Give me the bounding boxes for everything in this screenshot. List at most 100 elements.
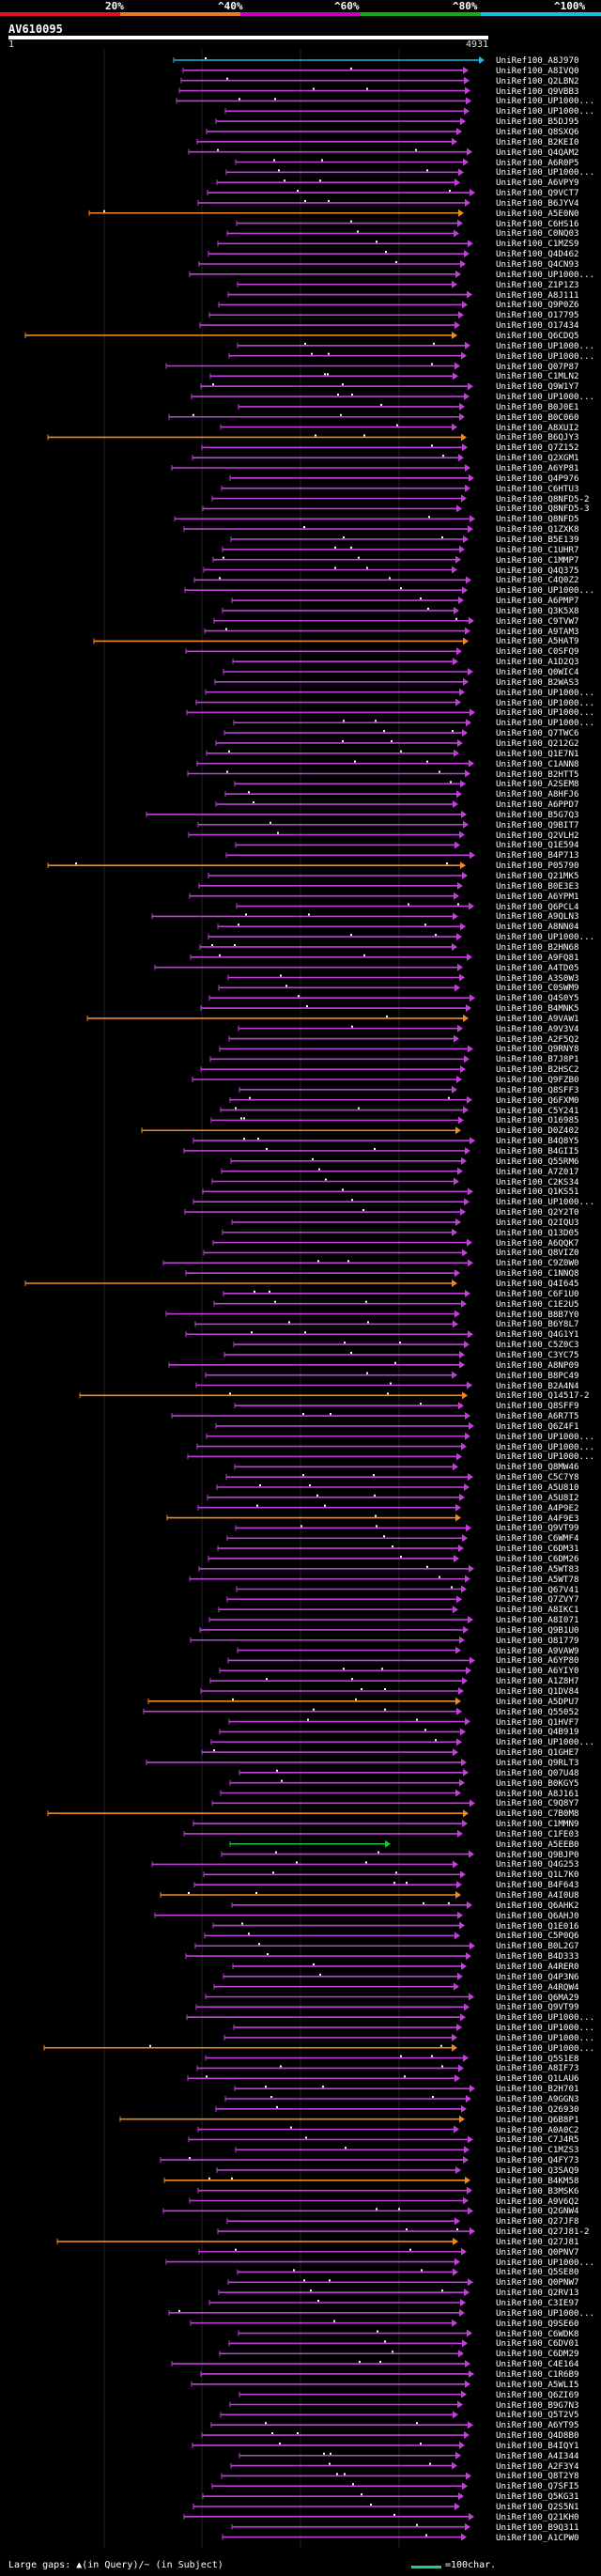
hit-label[interactable]: UniRef100_C0NQ03 — [496, 228, 579, 240]
hit-label[interactable]: UniRef100_C1NNQ8 — [496, 1268, 579, 1280]
hit-label[interactable]: UniRef100_A7Z017 — [496, 1166, 579, 1177]
hit-label[interactable]: UniRef100_A8J161 — [496, 1788, 579, 1799]
hit-label[interactable]: UniRef100_Q2LBN2 — [496, 75, 579, 86]
hit-label[interactable]: UniRef100_B8B7Y0 — [496, 1309, 579, 1320]
hit-label[interactable]: UniRef100_Q4FY73 — [496, 2155, 579, 2166]
hit-label[interactable]: UniRef100_B2A4N4 — [496, 1380, 579, 1391]
hit-label[interactable]: UniRef100_Q1E7N1 — [496, 748, 579, 759]
hit-label[interactable]: UniRef100_C3YC75 — [496, 1349, 579, 1360]
hit-label[interactable]: UniRef100_B4IQY1 — [496, 2440, 579, 2451]
hit-label[interactable]: UniRef100_Z1P1Z3 — [496, 279, 579, 290]
hit-label[interactable]: UniRef100_Q4Q375 — [496, 565, 579, 576]
hit-label[interactable]: UniRef100_Q9B1U0 — [496, 1624, 579, 1636]
hit-label[interactable]: UniRef100_UP1000... — [496, 585, 595, 597]
hit-label[interactable]: UniRef100_Q2IQU3 — [496, 1217, 579, 1228]
hit-label[interactable]: UniRef100_A8HFJ6 — [496, 789, 579, 800]
hit-label[interactable]: UniRef100_Q4D462 — [496, 249, 579, 260]
hit-label[interactable]: UniRef100_Q4D8B0 — [496, 2430, 579, 2442]
hit-label[interactable]: UniRef100_A6QQK7 — [496, 1237, 579, 1249]
hit-label[interactable]: UniRef100_UP1000... — [496, 1197, 595, 1208]
hit-label[interactable]: UniRef100_Q9VT99 — [496, 1523, 579, 1534]
hit-label[interactable]: UniRef100_B2HSC2 — [496, 1064, 579, 1076]
hit-label[interactable]: UniRef100_UP1000... — [496, 269, 595, 280]
hit-label[interactable]: UniRef100_Q9FZB0 — [496, 1075, 579, 1085]
hit-label[interactable]: UniRef100_A5EEB0 — [496, 1839, 579, 1850]
hit-label[interactable]: UniRef100_B6JYV4 — [496, 197, 579, 209]
hit-label[interactable]: UniRef100_B2H701 — [496, 2084, 579, 2095]
hit-label[interactable]: UniRef100_Q212G2 — [496, 737, 579, 749]
hit-label[interactable]: UniRef100_Q4P3N6 — [496, 1971, 579, 1982]
hit-label[interactable]: UniRef100_Q4G1Y1 — [496, 1329, 579, 1341]
hit-label[interactable]: UniRef100_Q9RNY8 — [496, 1044, 579, 1055]
hit-label[interactable]: UniRef100_Q7SFI5 — [496, 2481, 579, 2492]
hit-label[interactable]: UniRef100_Q8NFD5-2 — [496, 493, 590, 504]
hit-label[interactable]: UniRef100_A8J970 — [496, 55, 579, 66]
hit-label[interactable]: UniRef100_Q1HVF7 — [496, 1716, 579, 1728]
hit-label[interactable]: UniRef100_C5Y241 — [496, 1105, 579, 1116]
hit-label[interactable]: UniRef100_A5WT83 — [496, 1563, 579, 1575]
hit-label[interactable]: UniRef100_A2F5Q2 — [496, 1033, 579, 1045]
hit-label[interactable]: UniRef100_A5U8I2 — [496, 1492, 579, 1503]
hit-label[interactable]: UniRef100_Q8SFF9 — [496, 1401, 579, 1412]
hit-label[interactable]: UniRef100_Q0WIC4 — [496, 667, 579, 677]
hit-label[interactable]: UniRef100_Q3SAQ9 — [496, 2165, 579, 2176]
hit-label[interactable]: UniRef100_B7J8P1 — [496, 1054, 579, 1065]
hit-label[interactable]: UniRef100_A4P9E2 — [496, 1502, 579, 1513]
hit-label[interactable]: UniRef100_UP1000... — [496, 106, 595, 117]
hit-label[interactable]: UniRef100_C1MLN2 — [496, 371, 579, 382]
hit-label[interactable]: UniRef100_UP1000... — [496, 392, 595, 403]
hit-label[interactable]: UniRef100_UP1000... — [496, 1441, 595, 1452]
hit-label[interactable]: UniRef100_Q27J81 — [496, 2236, 579, 2247]
hit-label[interactable]: UniRef100_A9V3V4 — [496, 1023, 579, 1034]
hit-label[interactable]: UniRef100_Q14517-2 — [496, 1390, 590, 1402]
hit-label[interactable]: UniRef100_A8NN04 — [496, 922, 579, 933]
hit-label[interactable]: UniRef100_Q8MW46 — [496, 1462, 579, 1473]
hit-label[interactable]: UniRef100_C1ANN8 — [496, 758, 579, 769]
hit-label[interactable]: UniRef100_C1MZS3 — [496, 2145, 579, 2156]
hit-label[interactable]: UniRef100_A0A0C2 — [496, 2124, 579, 2135]
hit-label[interactable]: UniRef100_A4I344 — [496, 2450, 579, 2461]
hit-label[interactable]: UniRef100_A8IVQ0 — [496, 65, 579, 76]
hit-label[interactable]: UniRef100_B2WAS3 — [496, 676, 579, 688]
hit-label[interactable]: UniRef100_UP1000... — [496, 2042, 595, 2054]
hit-label[interactable]: UniRef100_Q6AHJ0 — [496, 1910, 579, 1921]
hit-label[interactable]: UniRef100_C0SWM9 — [496, 983, 579, 994]
hit-label[interactable]: UniRef100_C5Z0C3 — [496, 1340, 579, 1351]
hit-label[interactable]: UniRef100_A4I0U8 — [496, 1890, 579, 1901]
hit-label[interactable]: UniRef100_A3S0W3 — [496, 972, 579, 984]
hit-label[interactable]: UniRef100_Q9P0Z6 — [496, 300, 579, 311]
hit-label[interactable]: UniRef100_C6F1U0 — [496, 1288, 579, 1299]
hit-label[interactable]: UniRef100_B0E3E3 — [496, 880, 579, 892]
hit-label[interactable]: UniRef100_A5WLI5 — [496, 2379, 579, 2390]
hit-label[interactable]: UniRef100_Q2VLH2 — [496, 830, 579, 841]
hit-label[interactable]: UniRef100_C0SFQ9 — [496, 646, 579, 658]
hit-label[interactable]: UniRef100_B4KM58 — [496, 2175, 579, 2186]
hit-label[interactable]: UniRef100_B5E139 — [496, 534, 579, 545]
hit-label[interactable]: UniRef100_Q67V41 — [496, 1584, 579, 1595]
hit-label[interactable]: UniRef100_Q9VBB3 — [496, 85, 579, 97]
hit-label[interactable]: UniRef100_A4RQW4 — [496, 1981, 579, 1993]
hit-label[interactable]: UniRef100_Q55052 — [496, 1706, 579, 1717]
hit-label[interactable]: UniRef100_Q1GHE7 — [496, 1747, 579, 1759]
hit-label[interactable]: UniRef100_Q7Z152 — [496, 442, 579, 454]
hit-label[interactable]: UniRef100_C9Z0W0 — [496, 1258, 579, 1269]
hit-label[interactable]: UniRef100_O16985 — [496, 1115, 579, 1126]
hit-label[interactable]: UniRef100_UP1000... — [496, 718, 595, 729]
hit-label[interactable]: UniRef100_UP1000... — [496, 350, 595, 362]
hit-label[interactable]: UniRef100_Q26930 — [496, 2103, 579, 2115]
hit-label[interactable]: UniRef100_C1E2U5 — [496, 1298, 579, 1310]
hit-label[interactable]: UniRef100_UP1000... — [496, 932, 595, 943]
hit-label[interactable]: UniRef100_Q9BJP0 — [496, 1849, 579, 1860]
hit-label[interactable]: UniRef100_B6QJY3 — [496, 432, 579, 443]
hit-label[interactable]: UniRef100_C6WDK8 — [496, 2328, 579, 2339]
hit-label[interactable]: UniRef100_C6WMF4 — [496, 1533, 579, 1544]
hit-label[interactable]: UniRef100_Q1DV84 — [496, 1686, 579, 1697]
hit-label[interactable]: UniRef100_A4F9E3 — [496, 1513, 579, 1524]
hit-label[interactable]: UniRef100_Q8VIZ0 — [496, 1248, 579, 1259]
hit-label[interactable]: UniRef100_Q9RLT3 — [496, 1757, 579, 1768]
hit-label[interactable]: UniRef100_C1UHR7 — [496, 544, 579, 555]
hit-label[interactable]: UniRef100_Q6MA29 — [496, 1992, 579, 2003]
hit-label[interactable]: UniRef100_A5E0N0 — [496, 208, 579, 219]
hit-label[interactable]: UniRef100_A9TAM3 — [496, 626, 579, 637]
hit-label[interactable]: UniRef100_Q6AHK2 — [496, 1900, 579, 1911]
